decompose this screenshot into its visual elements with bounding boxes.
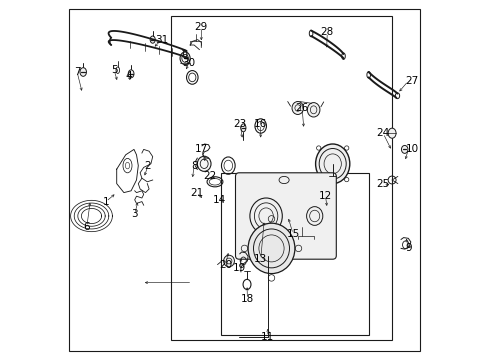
Text: 16: 16 [254,119,267,129]
Text: 31: 31 [155,35,168,45]
Text: 30: 30 [182,58,195,68]
Ellipse shape [80,68,86,76]
Text: 21: 21 [190,188,203,198]
Text: 3: 3 [131,209,138,219]
Ellipse shape [387,128,395,138]
Text: 25: 25 [376,179,389,189]
Text: 19: 19 [233,263,246,273]
Ellipse shape [291,102,303,114]
Text: 15: 15 [286,229,299,239]
Ellipse shape [150,36,155,43]
Text: 23: 23 [233,119,246,129]
Text: 8: 8 [190,161,197,171]
Text: 12: 12 [318,191,331,201]
Text: 4: 4 [125,71,132,81]
Text: 9: 9 [404,243,411,253]
Text: 28: 28 [320,27,333,37]
Text: 1: 1 [102,197,109,207]
Ellipse shape [315,144,349,184]
FancyBboxPatch shape [235,173,336,259]
Text: 18: 18 [240,294,253,304]
Text: 27: 27 [405,76,418,86]
Text: 26: 26 [295,103,308,113]
Text: 29: 29 [194,22,207,32]
Text: 13: 13 [254,254,267,264]
Text: 6: 6 [83,222,90,232]
Ellipse shape [128,70,134,78]
Ellipse shape [401,145,407,153]
Ellipse shape [197,156,211,171]
Ellipse shape [247,223,294,274]
Text: 14: 14 [212,195,225,205]
Text: 11: 11 [261,332,274,342]
Text: 20: 20 [219,260,231,270]
Ellipse shape [241,124,245,132]
Text: 2: 2 [144,161,151,171]
Text: 7: 7 [74,67,80,77]
Bar [170,16,391,340]
Ellipse shape [306,103,319,117]
Ellipse shape [223,255,234,267]
Bar [221,173,368,335]
Text: 24: 24 [376,128,389,138]
Text: 10: 10 [405,144,418,154]
Text: 5: 5 [111,65,117,75]
Text: 17: 17 [194,144,207,154]
Text: 22: 22 [203,171,217,181]
